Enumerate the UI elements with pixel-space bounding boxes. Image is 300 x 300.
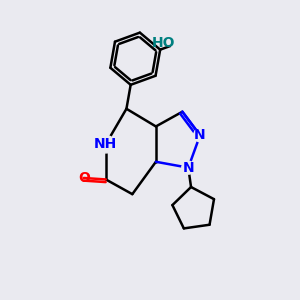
Circle shape — [97, 135, 115, 153]
Text: N: N — [182, 161, 194, 175]
Circle shape — [194, 129, 206, 142]
Circle shape — [171, 42, 177, 48]
Circle shape — [182, 161, 195, 174]
Text: O: O — [78, 171, 90, 185]
Text: NH: NH — [94, 137, 118, 151]
Text: HO: HO — [152, 36, 175, 50]
Text: N: N — [194, 128, 206, 142]
